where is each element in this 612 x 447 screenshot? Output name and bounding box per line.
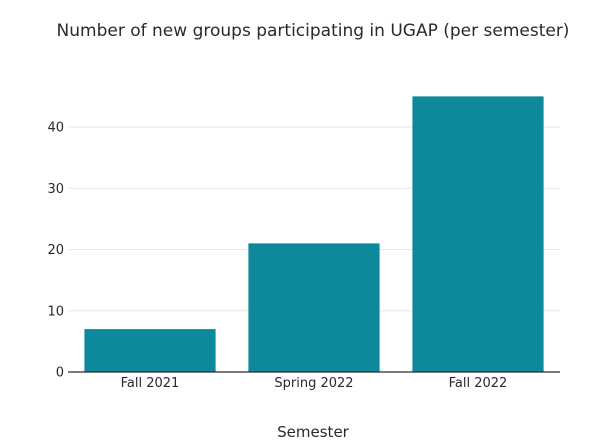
chart-title: Number of new groups participating in UG… xyxy=(57,21,570,41)
y-tick-label: 30 xyxy=(47,182,64,197)
bars xyxy=(84,96,544,372)
y-tick-label: 0 xyxy=(56,366,64,381)
bar-spring-2022 xyxy=(248,243,380,372)
y-tick-labels: 0 10 20 30 40 xyxy=(47,121,64,381)
y-tick-label: 40 xyxy=(47,121,64,136)
x-axis-label: Semester xyxy=(277,423,350,441)
x-tick-label: Fall 2021 xyxy=(121,376,180,391)
x-tick-label: Fall 2022 xyxy=(449,376,508,391)
x-tick-label: Spring 2022 xyxy=(274,376,353,391)
bar-fall-2022 xyxy=(412,96,544,372)
y-tick-label: 10 xyxy=(47,304,64,319)
y-tick-label: 20 xyxy=(47,243,64,258)
x-tick-labels: Fall 2021 Spring 2022 Fall 2022 xyxy=(121,376,508,391)
bar-fall-2021 xyxy=(84,329,216,372)
